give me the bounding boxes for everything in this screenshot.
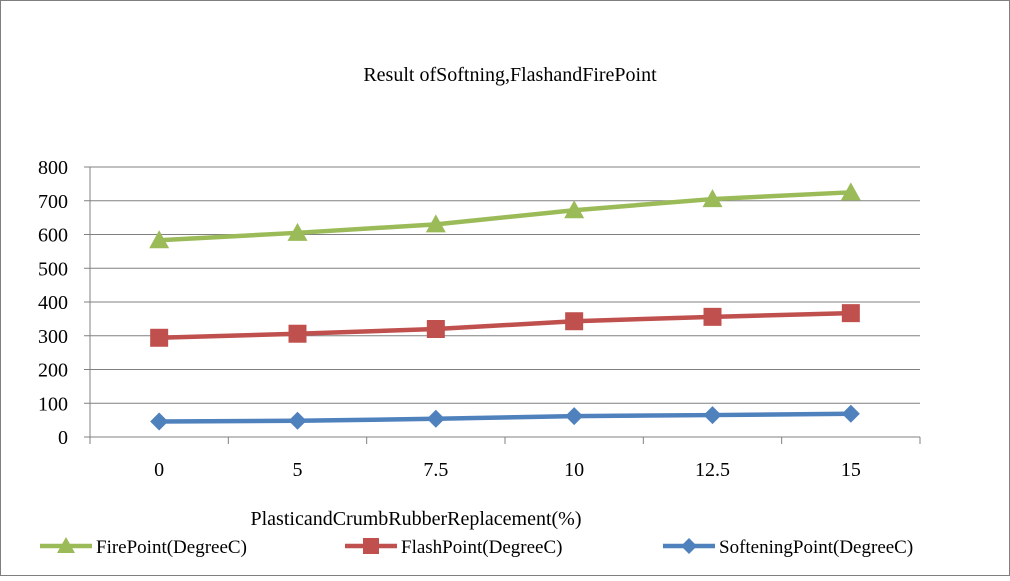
data-point-0-2 bbox=[425, 214, 446, 233]
legend-swatch-marker-0 bbox=[57, 537, 75, 553]
data-point-2-2 bbox=[426, 409, 445, 428]
legend-label-0: FirePoint(DegreeC) bbox=[96, 537, 247, 558]
data-point-2-0 bbox=[150, 412, 169, 431]
chart-title: Result ofSoftning,FlashandFirePoint bbox=[363, 64, 657, 86]
axes: 0 100 200 300 400 500 600 700 800 0 5 7.5 10 12.5 15 bbox=[38, 157, 921, 481]
x-tick-label-15: 15 bbox=[841, 459, 861, 481]
y-tick-label-300: 300 bbox=[38, 326, 68, 348]
legend-item-0: FirePoint(DegreeC) bbox=[40, 537, 247, 558]
legend-label-2: SofteningPoint(DegreeC) bbox=[719, 537, 913, 558]
x-tick-label-5: 5 bbox=[293, 459, 303, 481]
data-point-2-3 bbox=[565, 407, 584, 426]
legend: FirePoint(DegreeC) FlashPoint(DegreeC) Sof… bbox=[40, 537, 913, 558]
data-point-0-0 bbox=[149, 230, 170, 249]
data-point-0-5 bbox=[840, 182, 861, 201]
x-tick-label-10: 10 bbox=[564, 459, 584, 481]
y-tick-label-600: 600 bbox=[38, 225, 68, 247]
y-tick-label-100: 100 bbox=[38, 393, 68, 415]
data-point-2-1 bbox=[288, 411, 307, 430]
data-point-0-4 bbox=[702, 189, 723, 208]
legend-label-1: FlashPoint(DegreeC) bbox=[401, 537, 562, 558]
series-2 bbox=[150, 404, 860, 431]
legend-item-2: SofteningPoint(DegreeC) bbox=[663, 537, 913, 558]
data-point-1-5 bbox=[841, 304, 860, 323]
data-point-1-1 bbox=[288, 324, 307, 343]
y-tick-label-500: 500 bbox=[38, 258, 68, 280]
data-point-2-5 bbox=[841, 404, 860, 423]
legend-swatch-marker-2 bbox=[681, 538, 697, 554]
data-point-1-3 bbox=[565, 312, 584, 331]
series-layer bbox=[149, 182, 861, 431]
y-tick-label-800: 800 bbox=[38, 157, 68, 179]
y-tick-label-0: 0 bbox=[58, 427, 68, 449]
x-tick-label-0: 0 bbox=[154, 459, 164, 481]
data-point-0-3 bbox=[564, 200, 585, 219]
series-line-1 bbox=[159, 310, 851, 341]
y-tick-label-700: 700 bbox=[38, 191, 68, 213]
y-tick-label-400: 400 bbox=[38, 292, 68, 314]
data-point-1-0 bbox=[150, 328, 169, 347]
data-point-2-4 bbox=[703, 406, 722, 425]
y-tick-label-200: 200 bbox=[38, 360, 68, 382]
series-line-0 bbox=[159, 190, 851, 243]
x-tick-label-12.5: 12.5 bbox=[695, 459, 730, 481]
series-line-2 bbox=[159, 411, 851, 424]
data-point-1-4 bbox=[703, 307, 722, 326]
data-point-1-2 bbox=[426, 320, 445, 338]
legend-item-1: FlashPoint(DegreeC) bbox=[345, 537, 562, 558]
legend-swatch-marker-1 bbox=[363, 538, 379, 554]
data-point-0-1 bbox=[287, 222, 308, 241]
x-axis-label: PlasticandCrumbRubberReplacement(%) bbox=[250, 508, 581, 530]
x-tick-label-7.5: 7.5 bbox=[423, 459, 448, 481]
series-0 bbox=[149, 182, 861, 249]
series-1 bbox=[150, 304, 860, 347]
